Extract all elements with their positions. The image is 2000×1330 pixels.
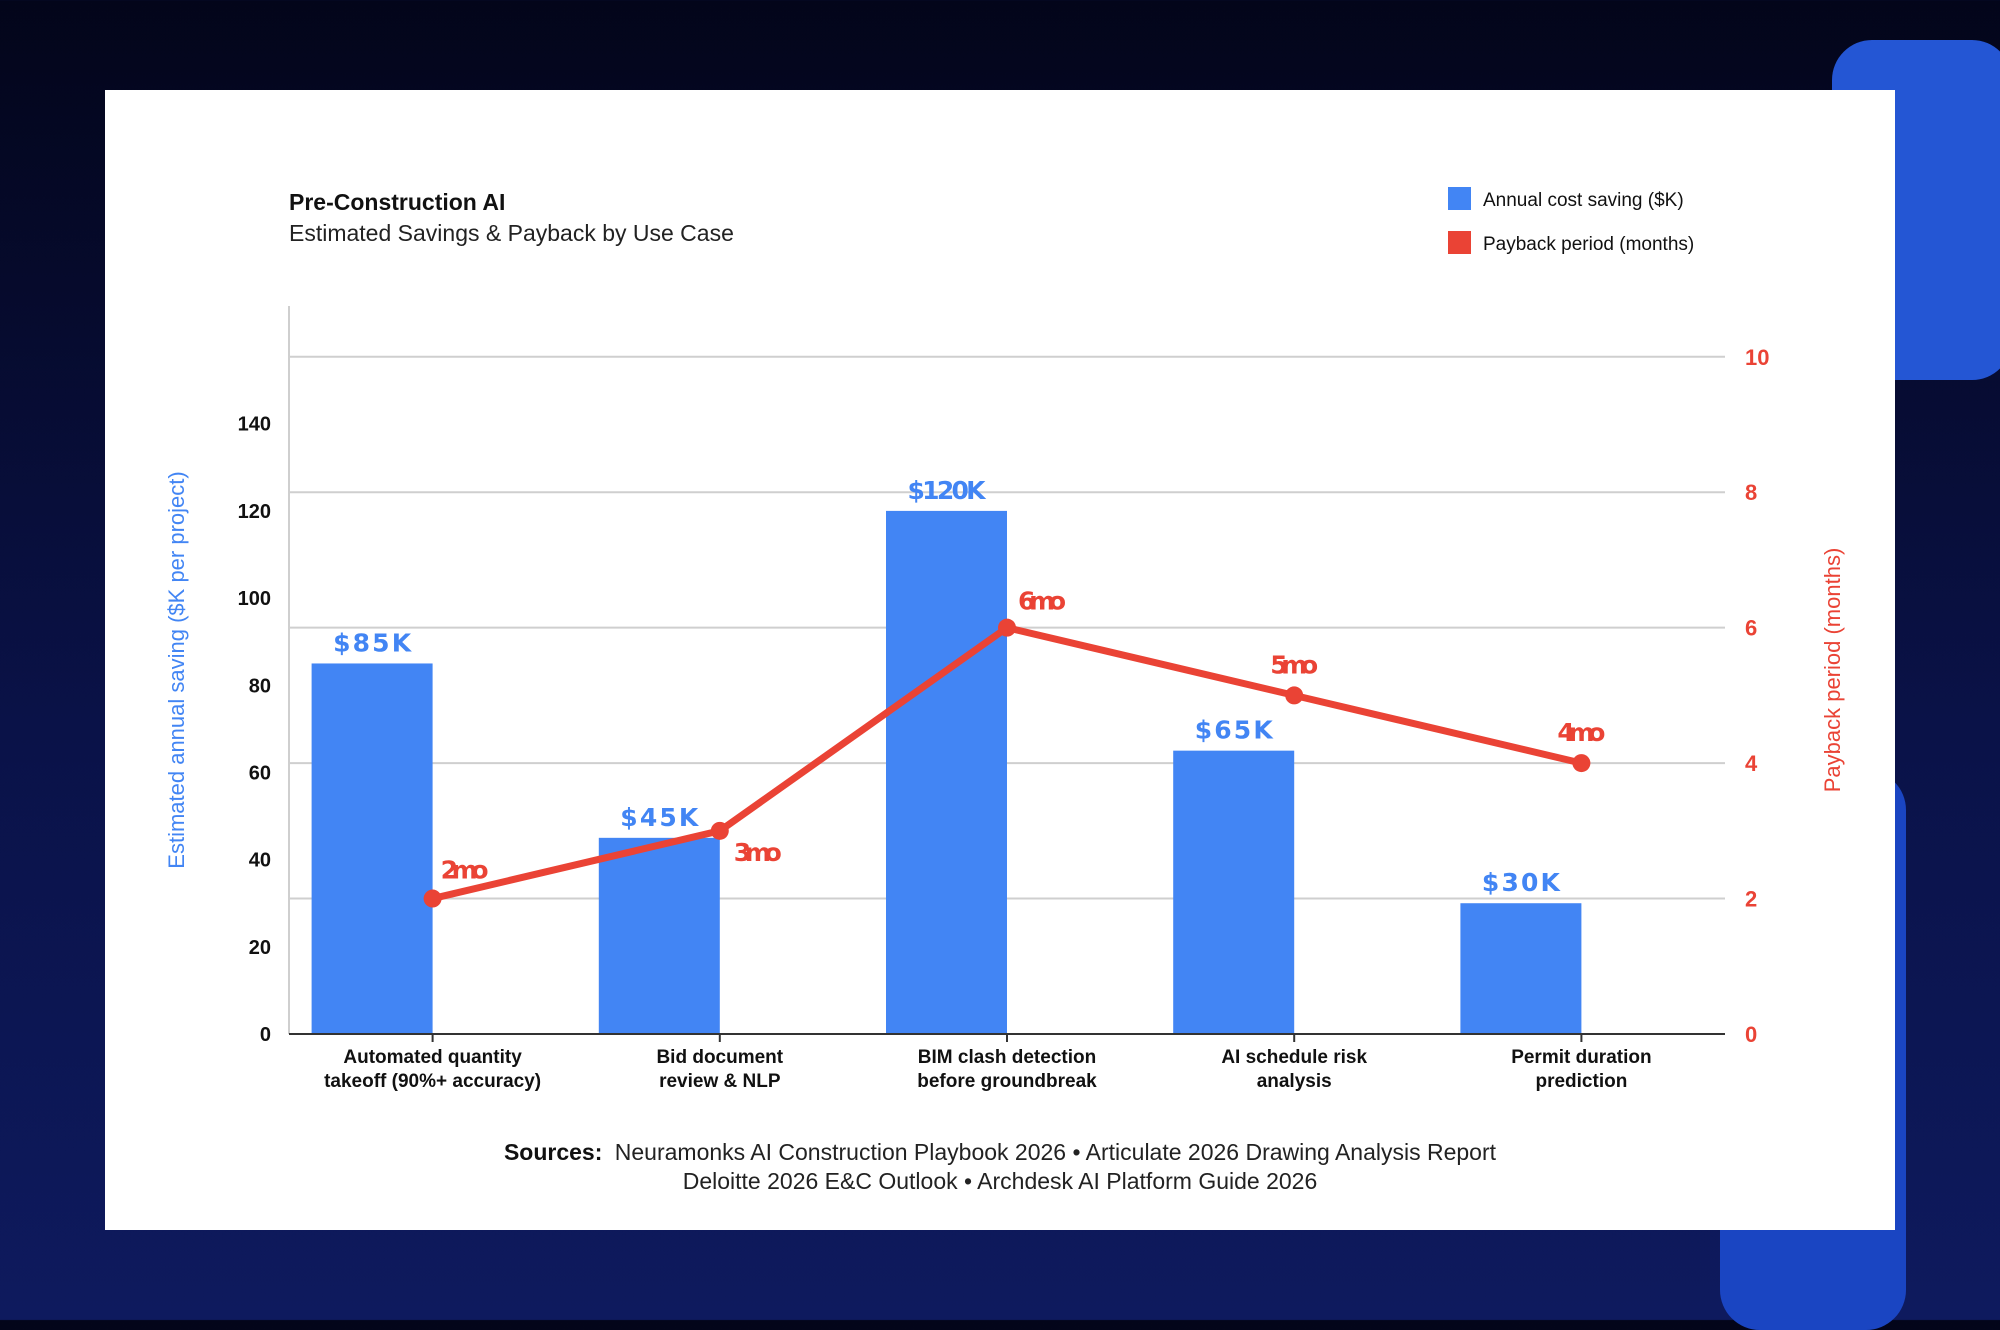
payback-value-label: 4mo	[1557, 718, 1605, 747]
chart-card: Pre-Construction AI Estimated Savings & …	[105, 90, 1895, 1230]
y-tick-label-left: 20	[249, 937, 271, 959]
y-tick-label-right: 2	[1745, 887, 1757, 912]
bar	[1173, 750, 1295, 1034]
y-tick-label-left: 80	[249, 675, 271, 697]
payback-point	[1572, 754, 1591, 773]
x-tick-label: Automated quantity takeoff (90%+ accuracy…	[324, 1047, 541, 1092]
x-tick-label-line: before groundbreak	[917, 1071, 1097, 1092]
legend: Annual cost saving ($K) Payback period (…	[1448, 187, 1694, 255]
payback-point	[1285, 686, 1304, 705]
sources-label: Sources:	[504, 1139, 602, 1165]
axes	[288, 306, 1725, 1042]
payback-point	[998, 618, 1016, 637]
x-tick-label: BIM clash detection before groundbreak	[917, 1047, 1097, 1092]
x-tick-label: Bid document review & NLP	[656, 1047, 783, 1092]
x-tick-label: Permit duration prediction	[1511, 1047, 1651, 1092]
combo-chart: Pre-Construction AI Estimated Savings & …	[164, 187, 1845, 1194]
x-tick-label-line: takeoff (90%+ accuracy)	[324, 1071, 541, 1092]
payback-value-label: 5mo	[1270, 650, 1318, 679]
y-tick-label-right: 6	[1745, 616, 1757, 641]
x-tick-label-line: BIM clash detection	[918, 1047, 1096, 1068]
bar-value-label: $45K	[620, 803, 700, 832]
bar-value-label: $120K	[908, 476, 988, 505]
bars	[311, 510, 1582, 1034]
y-tick-label-left: 100	[238, 588, 271, 610]
x-tick-label-line: prediction	[1535, 1071, 1627, 1092]
legend-swatch-line	[1448, 231, 1471, 254]
bar	[311, 663, 433, 1034]
payback-value-label: 3mo	[734, 838, 782, 867]
chart-title: Pre-Construction AI	[289, 189, 505, 215]
y-axis-label-right: Payback period (months)	[1820, 548, 1845, 793]
legend-label-line: Payback period (months)	[1483, 234, 1694, 255]
bar-value-label: $85K	[333, 628, 413, 657]
sources-text: Sources: Neuramonks AI Construction Play…	[504, 1139, 1497, 1165]
payback-point	[710, 821, 729, 840]
data-labels: $85K $45K $120K $65K $30K 2mo 3mo 6mo 5mo 4mo	[333, 476, 1605, 897]
x-tick-label: AI schedule risk analysis	[1221, 1047, 1367, 1092]
y-tick-label-right: 8	[1745, 480, 1757, 505]
y-tick-label-right: 0	[1745, 1022, 1757, 1047]
bar-value-label: $30K	[1482, 868, 1562, 897]
y-tick-label-left: 60	[249, 762, 271, 784]
payback-value-label: 6mo	[1018, 587, 1066, 616]
payback-line	[423, 618, 1591, 908]
y-tick-label-left: 0	[260, 1024, 271, 1046]
x-tick-label-line: AI schedule risk	[1221, 1047, 1367, 1068]
payback-point	[423, 889, 442, 908]
y-tick-label-right: 10	[1745, 345, 1769, 370]
x-tick-label-line: Permit duration	[1511, 1047, 1651, 1068]
x-tick-label-line: Bid document	[656, 1047, 783, 1068]
y-tick-label-right: 4	[1745, 751, 1758, 776]
sources-line-1: Neuramonks AI Construction Playbook 2026…	[615, 1139, 1497, 1165]
x-tick-label-line: review & NLP	[659, 1071, 781, 1092]
chart-subtitle: Estimated Savings & Payback by Use Case	[289, 220, 734, 246]
bar-value-label: $65K	[1195, 716, 1275, 745]
y-axis-label-left: Estimated annual saving ($K per project)	[164, 471, 189, 868]
bar	[1460, 903, 1582, 1034]
bar	[886, 510, 1007, 1034]
sources-line-2: Deloitte 2026 E&C Outlook • Archdesk AI …	[683, 1168, 1318, 1194]
y-tick-label-left: 40	[249, 850, 271, 872]
y-tick-label-left: 120	[238, 501, 271, 523]
legend-swatch-bar	[1448, 187, 1471, 210]
legend-label-bar: Annual cost saving ($K)	[1483, 190, 1684, 211]
bar	[598, 837, 720, 1034]
x-tick-label-line: analysis	[1257, 1071, 1332, 1092]
payback-value-label: 2mo	[441, 856, 489, 885]
tick-labels: 0 20 40 60 80 100 120 140 0 2 4 6 8 10 Automated quant…	[238, 345, 1770, 1092]
y-tick-label-left: 140	[238, 414, 271, 436]
x-tick-label-line: Automated quantity	[343, 1047, 522, 1068]
